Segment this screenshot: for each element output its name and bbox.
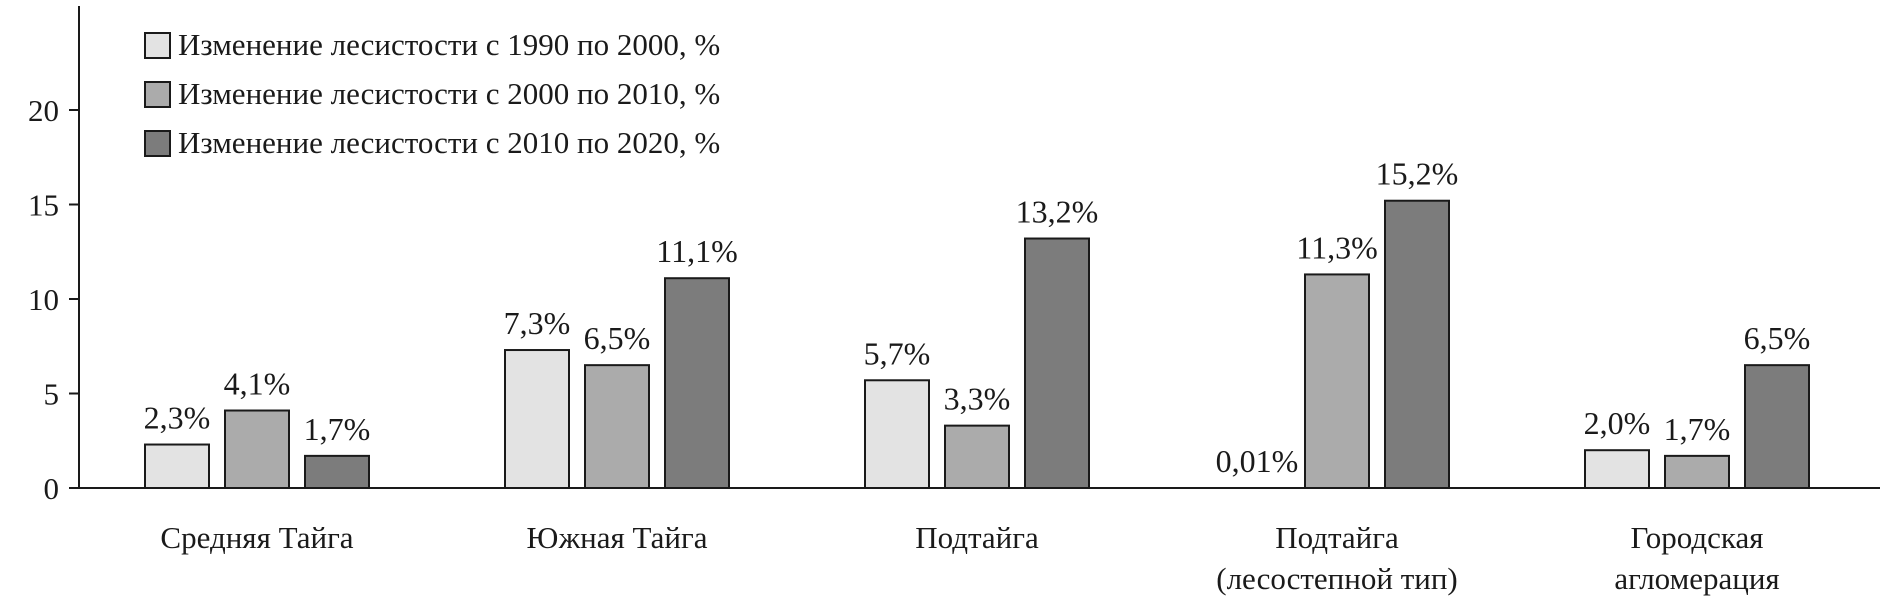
bars xyxy=(144,199,1810,490)
bar xyxy=(224,409,290,490)
category-labels: Средняя Тайга Южная Тайга Подтайга Подтайга… xyxy=(160,520,1779,596)
y-tick-label: 20 xyxy=(28,93,59,128)
data-label: 13,2% xyxy=(1016,194,1099,230)
data-label: 5,7% xyxy=(864,335,931,371)
data-label: 7,3% xyxy=(504,305,571,341)
category-label: Подтайга (лесостепной тип) xyxy=(1216,520,1458,596)
data-label: 11,3% xyxy=(1296,229,1377,265)
category-label: Подтайга xyxy=(915,520,1039,555)
data-label: 6,5% xyxy=(1744,320,1811,356)
data-label: 4,1% xyxy=(224,366,291,402)
bar xyxy=(1384,199,1450,489)
data-label: 3,3% xyxy=(944,381,1011,417)
legend-swatch xyxy=(144,81,171,108)
y-tick-label: 10 xyxy=(28,282,59,317)
bar xyxy=(664,277,730,489)
y-tick-label: 0 xyxy=(44,471,60,506)
legend: Изменение лесистости с 1990 по 2000, % Из… xyxy=(144,27,720,160)
bar xyxy=(304,454,370,489)
bar xyxy=(864,379,930,489)
y-tick-label: 5 xyxy=(44,377,60,412)
legend-label: Изменение лесистости с 2000 по 2010, % xyxy=(178,76,720,111)
bar xyxy=(1664,454,1730,489)
bar xyxy=(584,364,650,489)
category-label: Южная Тайга xyxy=(526,520,707,555)
bar xyxy=(1304,273,1370,489)
legend-label: Изменение лесистости с 2010 по 2020, % xyxy=(178,125,720,160)
bar xyxy=(504,349,570,489)
bar xyxy=(1584,449,1650,490)
category-label: Городская агломерация xyxy=(1614,520,1779,596)
bar xyxy=(1744,364,1810,489)
data-label: 1,7% xyxy=(304,411,371,447)
data-labels: 2,3% 7,3% 5,7% 0,01% 2,0% 4,1% 6,5% 3,3% 11,3% 1,… xyxy=(144,156,1811,479)
y-tick-label: 15 xyxy=(28,188,59,223)
data-label: 15,2% xyxy=(1376,156,1459,192)
data-label: 0,01% xyxy=(1216,443,1299,479)
data-label: 6,5% xyxy=(584,320,651,356)
legend-swatch xyxy=(144,130,171,157)
data-label: 1,7% xyxy=(1664,411,1731,447)
category-label: Средняя Тайга xyxy=(160,520,353,555)
data-label: 2,0% xyxy=(1584,405,1651,441)
axes: 0 5 10 15 20 xyxy=(28,6,1880,506)
legend-label: Изменение лесистости с 1990 по 2000, % xyxy=(178,27,720,62)
bar xyxy=(944,424,1010,490)
data-label: 11,1% xyxy=(656,233,737,269)
bar xyxy=(1024,237,1090,489)
bar xyxy=(144,443,210,489)
data-label: 2,3% xyxy=(144,400,211,436)
legend-swatch xyxy=(144,32,171,59)
